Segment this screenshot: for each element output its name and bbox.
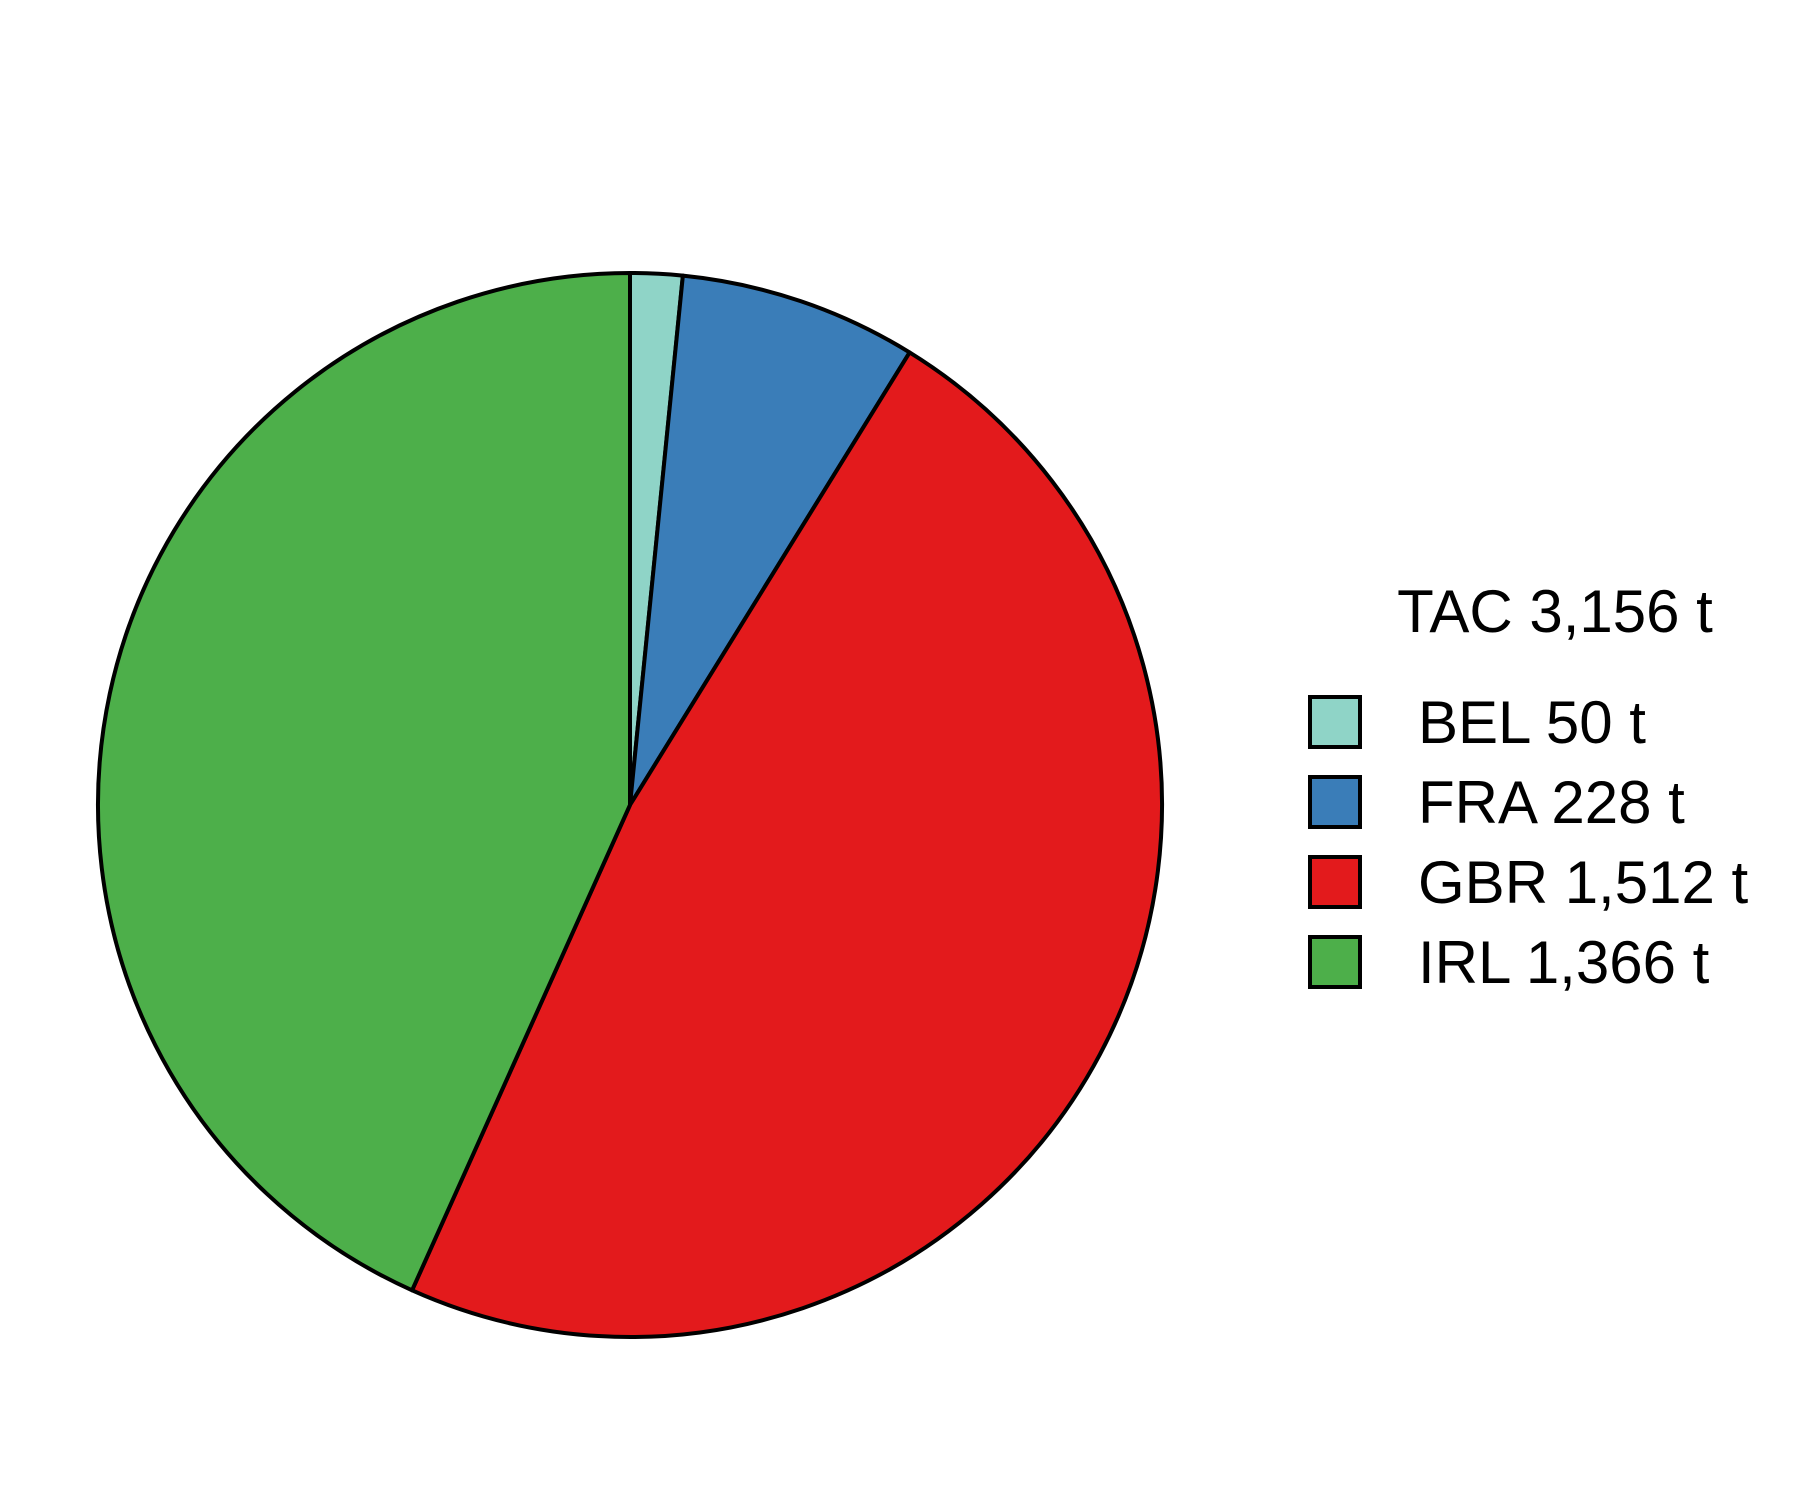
pie-slices [96,271,1164,1339]
legend-swatch-bel [1308,695,1362,749]
legend-items: BEL 50 t FRA 228 t GBR 1,512 t IRL 1,366 t [1308,689,1749,996]
legend: TAC 3,156 t BEL 50 t FRA 228 t GBR 1,512 t… [1308,578,1749,996]
legend-title: TAC 3,156 t [1397,578,1713,645]
legend-swatch-fra [1308,775,1362,829]
pie-slice-irl [96,271,632,1293]
legend-label-gbr: GBR 1,512 t [1418,849,1749,916]
pie-slice-fra [628,273,912,807]
pie-slice-gbr [410,350,1164,1339]
legend-label-irl: IRL 1,366 t [1418,929,1710,996]
legend-label-bel: BEL 50 t [1418,689,1646,756]
legend-swatch-gbr [1308,855,1362,909]
legend-swatch-irl [1308,935,1362,989]
legend-label-fra: FRA 228 t [1418,769,1685,836]
